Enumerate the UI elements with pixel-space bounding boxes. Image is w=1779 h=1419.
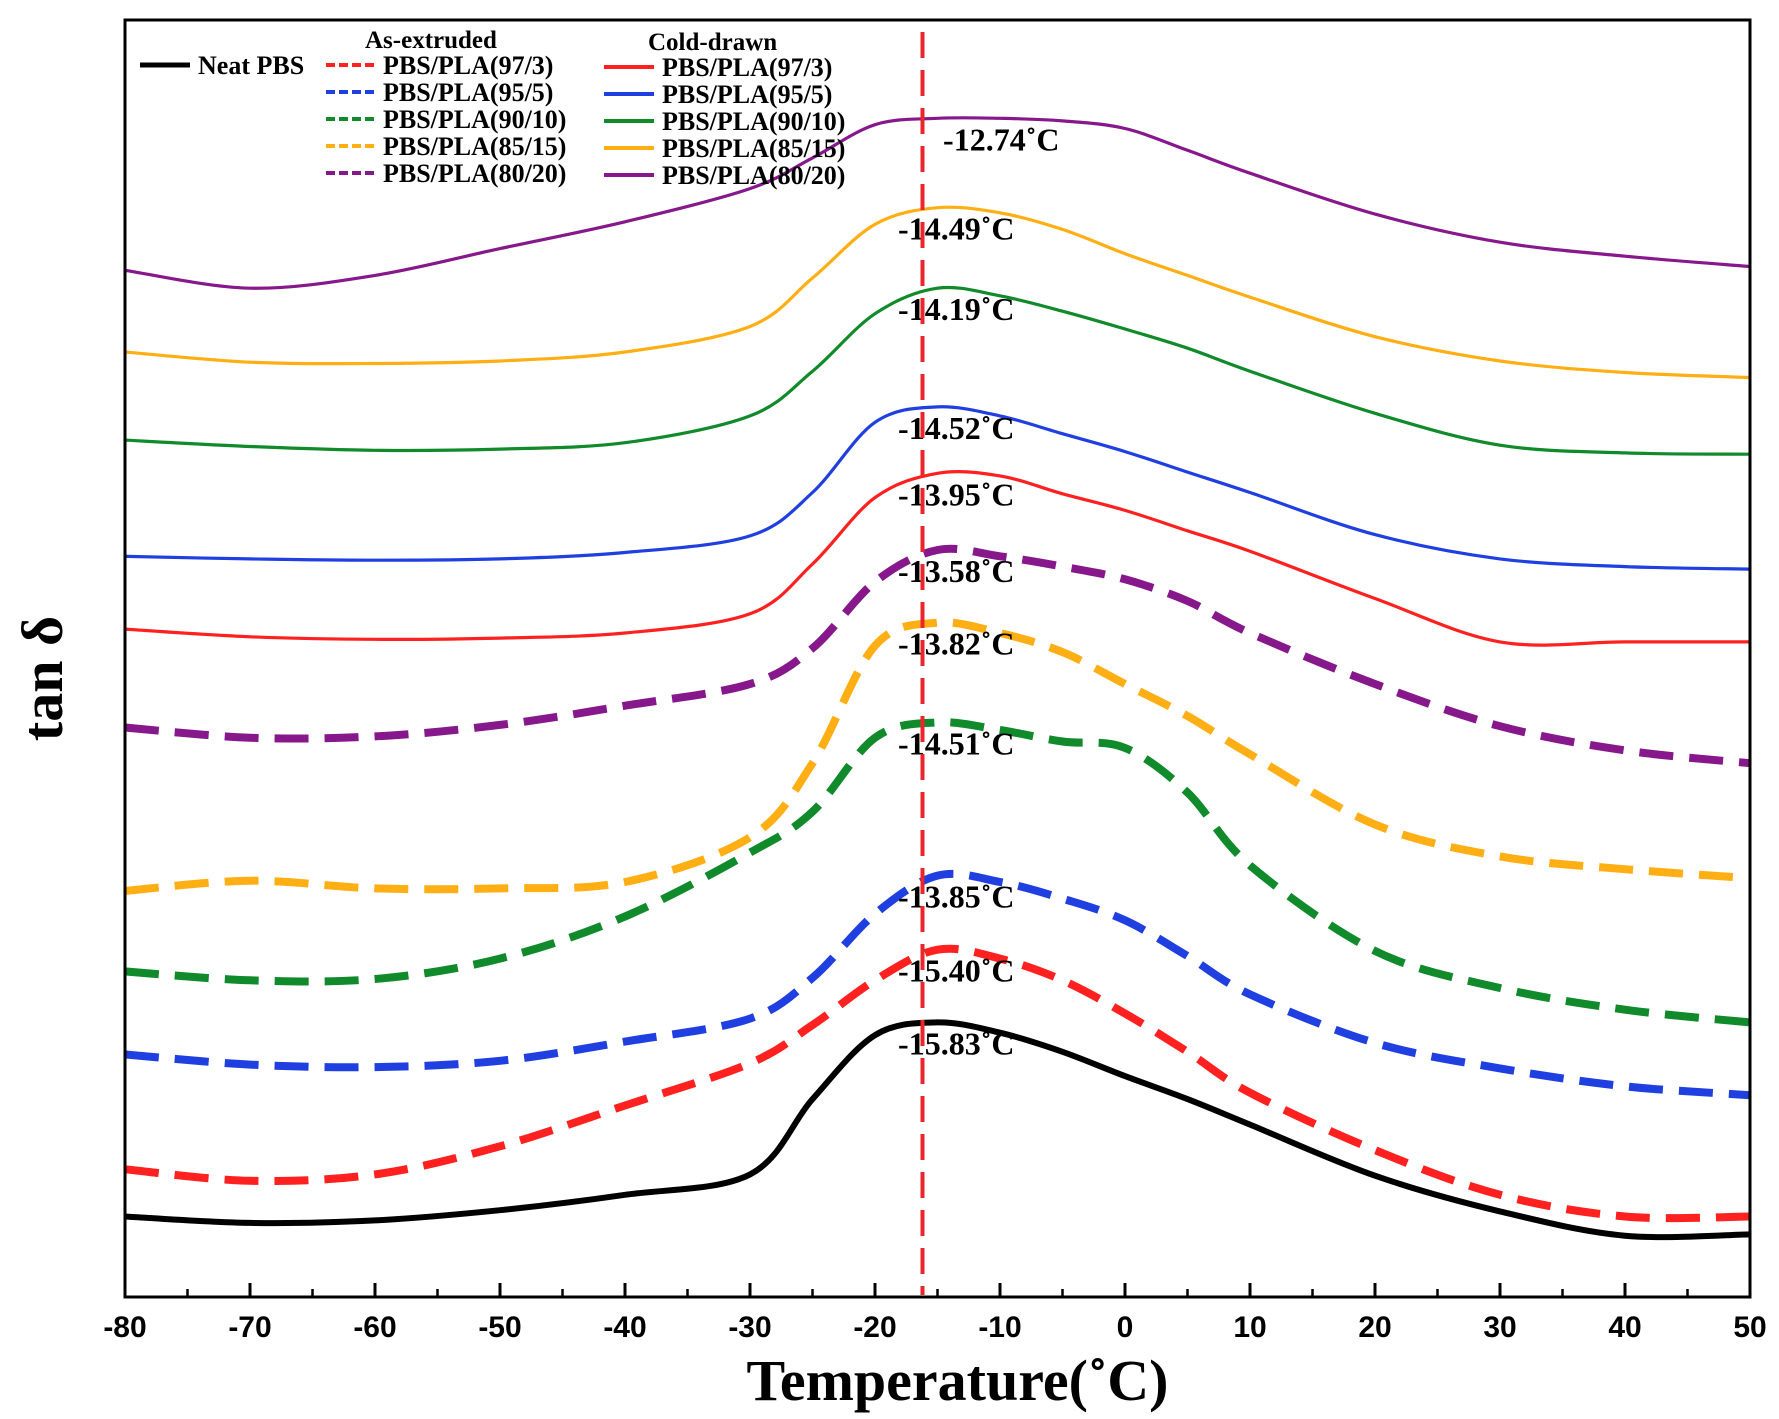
peak-label-as-extruded-85-15: -13.82˚C [898, 626, 1014, 662]
series-line-cold-drawn-97-3 [124, 470, 1750, 647]
legend-label-as-extruded-97-3: PBS/PLA(97/3) [383, 51, 553, 80]
x-tick-label: -60 [353, 1311, 396, 1344]
series-line-cold-drawn-85-15 [124, 205, 1751, 380]
x-tick-label: -80 [103, 1311, 146, 1344]
peak-label-as-extruded-80-20: -13.58˚C [898, 553, 1014, 589]
x-axis: -80 -70 -60 -50 -40 -30 -20 -10 0 10 20 30 40 50 [103, 1283, 1767, 1344]
series-line-cold-drawn-95-5 [124, 405, 1751, 571]
series-line-cold-drawn-80-20 [124, 116, 1751, 290]
peak-label-cold-drawn-85-15: -14.49˚C [898, 211, 1014, 247]
x-tick-label: -30 [728, 1311, 771, 1344]
legend-label-cold-drawn-80-20: PBS/PLA(80/20) [662, 161, 845, 190]
x-tick-label: -50 [478, 1311, 521, 1344]
series-line-cold-drawn-90-10 [124, 285, 1751, 456]
x-tick-label: -40 [603, 1311, 646, 1344]
legend-group-cold-drawn: Cold-drawn [648, 29, 777, 56]
y-axis-title: tan δ [10, 616, 75, 741]
legend-label-as-extruded-85-15: PBS/PLA(85/15) [383, 132, 566, 161]
peak-label-as-extruded-95-5: -13.85˚C [898, 879, 1014, 915]
x-tick-label: 0 [1117, 1311, 1134, 1344]
legend-label-cold-drawn-95-5: PBS/PLA(95/5) [662, 80, 832, 109]
x-tick-label: 20 [1358, 1311, 1391, 1344]
plot-area: -15.83˚C -15.40˚C -13.85˚C -14.51˚C -13.82˚C… [124, 32, 1751, 1295]
legend-label-as-extruded-95-5: PBS/PLA(95/5) [383, 78, 553, 107]
series-line-as-extruded-90-10 [124, 718, 1751, 1027]
x-tick-label: -20 [853, 1311, 896, 1344]
legend-label-as-extruded-90-10: PBS/PLA(90/10) [383, 105, 566, 134]
peak-label-neat-pbs: -15.83˚C [898, 1025, 1014, 1061]
x-tick-label: 30 [1483, 1311, 1516, 1344]
legend-group-as-extruded: As-extruded [365, 27, 497, 54]
series-line-as-extruded-85-15 [124, 618, 1751, 895]
x-tick-label: 10 [1233, 1311, 1266, 1344]
series-line-as-extruded-80-20 [124, 544, 1751, 768]
series-line-as-extruded-95-5 [124, 869, 1751, 1100]
peak-label-as-extruded-90-10: -14.51˚C [898, 725, 1014, 761]
legend-label-cold-drawn-97-3: PBS/PLA(97/3) [662, 53, 832, 82]
legend-label-cold-drawn-85-15: PBS/PLA(85/15) [662, 134, 845, 163]
peak-label-cold-drawn-97-3: -13.95˚C [898, 476, 1014, 512]
series-line-as-extruded-97-3 [124, 944, 1751, 1223]
peak-label-as-extruded-97-3: -15.40˚C [898, 953, 1014, 989]
peak-label-cold-drawn-90-10: -14.19˚C [898, 291, 1014, 327]
x-tick-label: 50 [1733, 1311, 1766, 1344]
legend-label-cold-drawn-90-10: PBS/PLA(90/10) [662, 107, 845, 136]
legend-label-neat-pbs: Neat PBS [198, 51, 304, 80]
series-line-neat-pbs [124, 1019, 1751, 1241]
x-axis-title: Temperature(˚C) [746, 1348, 1168, 1413]
x-tick-label: -10 [978, 1311, 1021, 1344]
x-tick-label: -70 [228, 1311, 271, 1344]
legend-label-as-extruded-80-20: PBS/PLA(80/20) [383, 159, 566, 188]
peak-label-cold-drawn-80-20: -12.74˚C [943, 121, 1059, 157]
x-tick-label: 40 [1608, 1311, 1641, 1344]
peak-label-cold-drawn-95-5: -14.52˚C [898, 410, 1014, 446]
